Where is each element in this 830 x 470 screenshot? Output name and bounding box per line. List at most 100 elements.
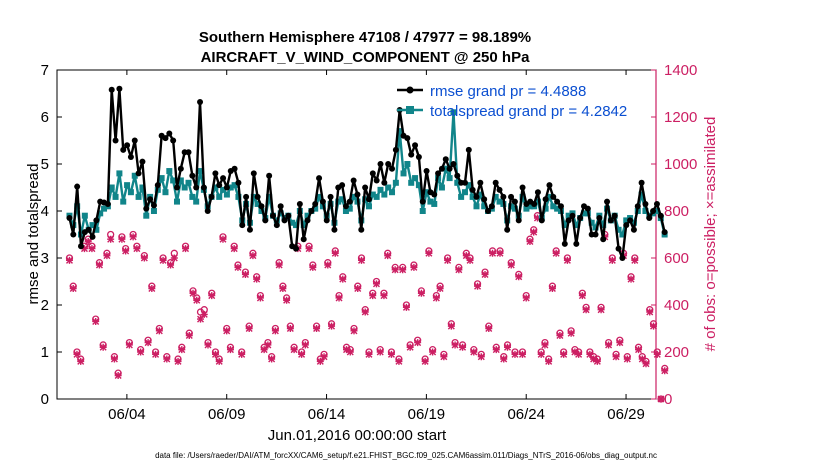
totalspread-point bbox=[642, 208, 649, 214]
rmse-point bbox=[481, 196, 488, 203]
rmse-point bbox=[661, 229, 668, 236]
obs-assimilated-point bbox=[226, 346, 234, 354]
rmse-point bbox=[392, 146, 399, 153]
totalspread-point bbox=[400, 170, 407, 177]
totalspread-point bbox=[550, 203, 557, 210]
obs-assimilated-point bbox=[432, 294, 440, 302]
obs-assimilated-point bbox=[417, 289, 425, 297]
x-axis-label: Jun.01,2016 00:00:00 start bbox=[268, 427, 447, 444]
obs-assimilated-point bbox=[178, 346, 186, 354]
obs-assimilated-point bbox=[133, 245, 141, 253]
totalspread-point bbox=[120, 198, 127, 205]
rmse-point bbox=[577, 215, 584, 222]
rmse-point bbox=[258, 203, 265, 210]
rmse-point bbox=[619, 255, 626, 261]
y-tick-label: 3 bbox=[41, 250, 49, 267]
obs-assimilated-point bbox=[343, 346, 351, 354]
obs-assimilated-point bbox=[406, 343, 414, 351]
totalspread-point bbox=[227, 184, 234, 191]
x-tick-label: 06/09 bbox=[208, 406, 246, 423]
obs-assimilated-point bbox=[346, 348, 354, 356]
totalspread-point bbox=[481, 203, 488, 210]
rmse-point bbox=[508, 193, 515, 200]
obs-assimilated-point bbox=[578, 292, 586, 300]
obs-assimilated-point bbox=[395, 357, 403, 365]
totalspread-point bbox=[177, 177, 184, 184]
rmse-point bbox=[93, 217, 100, 224]
obs-assimilated-point bbox=[537, 350, 545, 358]
x-axis: 06/04 06/09 06/14 06/19 06/24 06/29 bbox=[108, 70, 645, 423]
y-right-tick-label: 400 bbox=[664, 297, 689, 314]
totalspread-point bbox=[258, 208, 265, 214]
totalspread-point bbox=[185, 179, 192, 186]
obs-assimilated-point bbox=[189, 289, 197, 297]
rmse-point bbox=[358, 226, 365, 233]
obs-assimilated-point bbox=[496, 249, 504, 257]
obs-assimilated-point bbox=[387, 350, 395, 358]
totalspread-point bbox=[412, 175, 419, 182]
rmse-point bbox=[542, 196, 549, 203]
obs-assimilated-point bbox=[301, 341, 309, 349]
obs-assimilated-point bbox=[545, 357, 553, 365]
totalspread-point bbox=[181, 184, 188, 191]
y-tick-label: 5 bbox=[41, 156, 49, 173]
obs-assimilated-point bbox=[541, 341, 549, 349]
obs-assimilated-point bbox=[612, 353, 620, 361]
rmse-point bbox=[220, 175, 227, 182]
obs-assimilated-point bbox=[511, 350, 519, 358]
obs-assimilated-point bbox=[414, 339, 422, 347]
totalspread-point bbox=[266, 193, 273, 200]
obs-assimilated-point bbox=[635, 346, 643, 354]
totalspread-point bbox=[158, 175, 165, 182]
totalspread-point bbox=[592, 224, 599, 231]
legend-rmse-label: rmse grand pr = 4.4888 bbox=[430, 83, 586, 100]
rmse-point bbox=[419, 198, 426, 205]
obs-assimilated-point bbox=[500, 355, 508, 363]
obs-assimilated-point bbox=[477, 353, 485, 361]
totalspread-point bbox=[408, 179, 415, 186]
totalspread-point bbox=[542, 205, 549, 212]
totalspread-point bbox=[170, 177, 177, 184]
obs-assimilated-point bbox=[260, 346, 268, 354]
obs-assimilated-point bbox=[638, 355, 646, 363]
rmse-point bbox=[70, 231, 77, 238]
obs-assimilated-point bbox=[275, 261, 283, 269]
totalspread-point bbox=[116, 170, 123, 177]
totalspread-point bbox=[427, 198, 434, 205]
rmse-point bbox=[573, 240, 580, 247]
totalspread-point bbox=[623, 217, 630, 224]
rmse-point bbox=[538, 217, 545, 224]
totalspread-point bbox=[573, 222, 580, 229]
obs-assimilated-point bbox=[462, 252, 470, 260]
obs-assimilated-point bbox=[661, 367, 669, 375]
y-tick-label: 4 bbox=[41, 203, 49, 220]
obs-assimilated-point bbox=[470, 348, 478, 356]
rmse-point bbox=[246, 226, 253, 233]
rmse-point bbox=[431, 191, 438, 198]
obs-assimilated-point bbox=[283, 296, 291, 304]
totalspread-point bbox=[101, 205, 108, 212]
rmse-point bbox=[170, 137, 177, 144]
obs-assimilated-point bbox=[264, 341, 272, 349]
y-axis-label: rmse and totalspread bbox=[25, 164, 42, 305]
x-tick-label: 06/29 bbox=[607, 406, 645, 423]
rmse-point bbox=[197, 98, 204, 105]
obs-assimilated-point bbox=[623, 355, 631, 363]
obs-assimilated-point bbox=[384, 252, 392, 260]
totalspread-point bbox=[653, 208, 660, 214]
rmse-point bbox=[223, 184, 230, 191]
obs-assimilated-point bbox=[249, 252, 257, 260]
rmse-point bbox=[600, 236, 607, 243]
legend-spread-label: totalspread grand pr = 4.2842 bbox=[430, 103, 627, 120]
rmse-point bbox=[216, 182, 223, 189]
obs-assimilated-point bbox=[84, 238, 92, 246]
obs-assimilated-point bbox=[582, 306, 590, 314]
obs-assimilated-point bbox=[436, 285, 444, 293]
rmse-point bbox=[607, 217, 614, 224]
obs-assimilated-point bbox=[69, 285, 77, 293]
totalspread-point bbox=[346, 205, 353, 212]
rmse-point bbox=[185, 149, 192, 156]
obs-assimilated-point bbox=[234, 263, 242, 271]
totalspread-point bbox=[162, 189, 169, 196]
obs-assimilated-point bbox=[489, 249, 497, 257]
